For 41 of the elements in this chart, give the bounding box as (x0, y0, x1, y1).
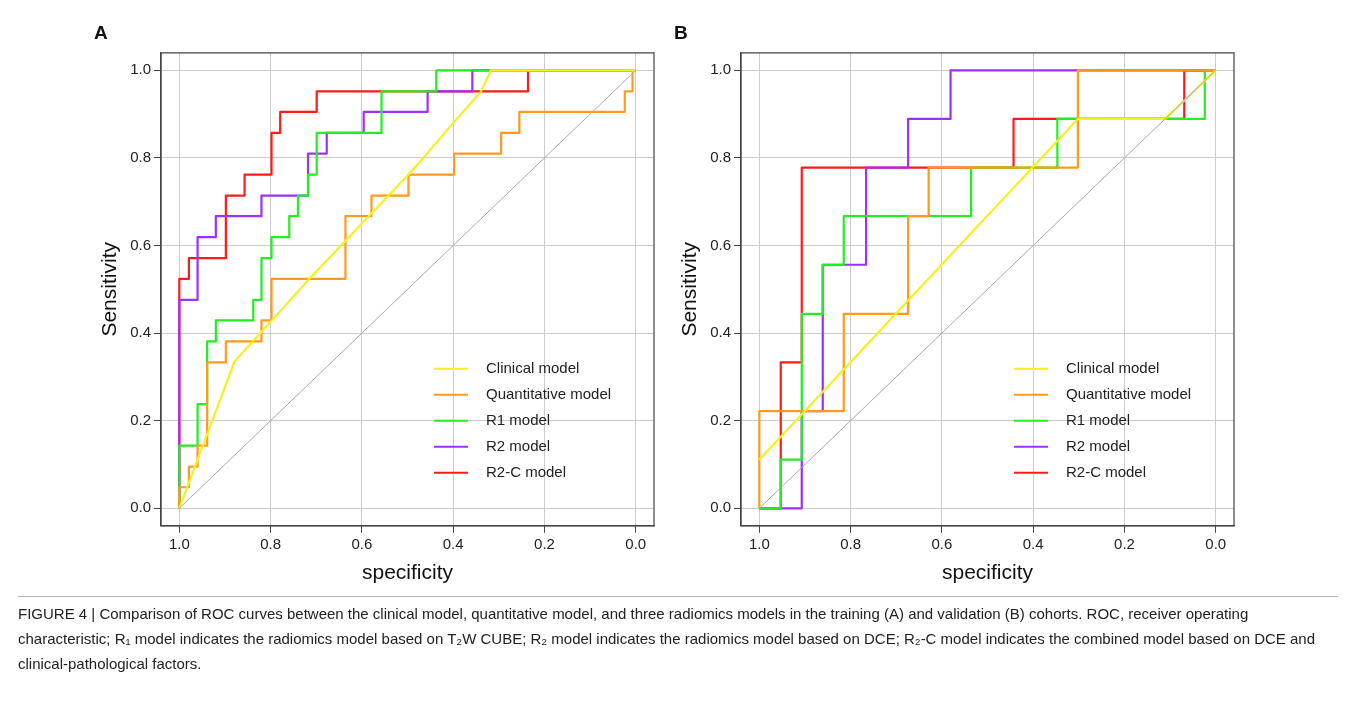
x-tick-label: 0.2 (1114, 534, 1135, 552)
x-axis-title: specificity (362, 560, 454, 584)
y-tick-label: 0.4 (130, 323, 152, 341)
legend-label: Clinical model (1066, 358, 1160, 376)
y-tick-label: 0.6 (710, 235, 732, 253)
x-tick-label: 0.6 (351, 534, 373, 552)
legend-label: Quantitative model (1066, 384, 1192, 402)
y-axis-title: Sensitivity (97, 241, 121, 337)
y-tick-label: 0.4 (710, 323, 732, 341)
x-tick-label: 0.4 (442, 534, 464, 552)
legend-label: R2-C model (486, 462, 567, 480)
y-tick-label: 1.0 (710, 60, 732, 78)
x-tick-label: 1.0 (168, 534, 190, 552)
chart-title: A (94, 21, 108, 43)
legend-label: R2 model (486, 436, 551, 454)
x-tick-label: 0.0 (625, 534, 647, 552)
legend-label: R2 model (1066, 436, 1131, 454)
x-tick-label: 0.8 (840, 534, 862, 552)
legend-label: R1 model (486, 410, 551, 428)
legend-label: Quantitative model (486, 384, 612, 402)
legend-label: R1 model (1066, 410, 1131, 428)
x-tick-label: 0.0 (1205, 534, 1227, 552)
y-tick-label: 0.2 (710, 410, 732, 428)
x-axis-title: specificity (942, 560, 1034, 584)
x-tick-label: 0.6 (931, 534, 953, 552)
y-tick-label: 0.0 (710, 498, 732, 516)
y-tick-label: 0.8 (710, 148, 732, 166)
y-axis-title: Sensitivity (677, 241, 701, 337)
y-tick-label: 0.6 (130, 235, 152, 253)
legend-label: Clinical model (486, 358, 580, 376)
y-tick-label: 0.8 (130, 148, 152, 166)
x-tick-label: 0.2 (534, 534, 555, 552)
y-tick-label: 1.0 (130, 60, 152, 78)
legend-label: R2-C model (1066, 462, 1147, 480)
chart-title: B (674, 21, 688, 43)
y-tick-label: 0.2 (130, 410, 152, 428)
x-tick-label: 0.8 (260, 534, 282, 552)
x-tick-label: 0.4 (1022, 534, 1044, 552)
caption: FIGURE 4 | Comparison of ROC curves between the clinical model, quantitative model, and three radiomics models in the training (A) and validation (B) cohorts. ROC, receiver operating characteristic; R₁ model indicates the radiomics model based on T₂W CUBE; R₂ model indicates the radiomics model based on DCE; R₂-C model indicates the combined model based on DCE and clinical-pathological factors. (18, 604, 1317, 674)
x-tick-label: 1.0 (748, 534, 770, 552)
y-tick-label: 0.0 (130, 498, 152, 516)
